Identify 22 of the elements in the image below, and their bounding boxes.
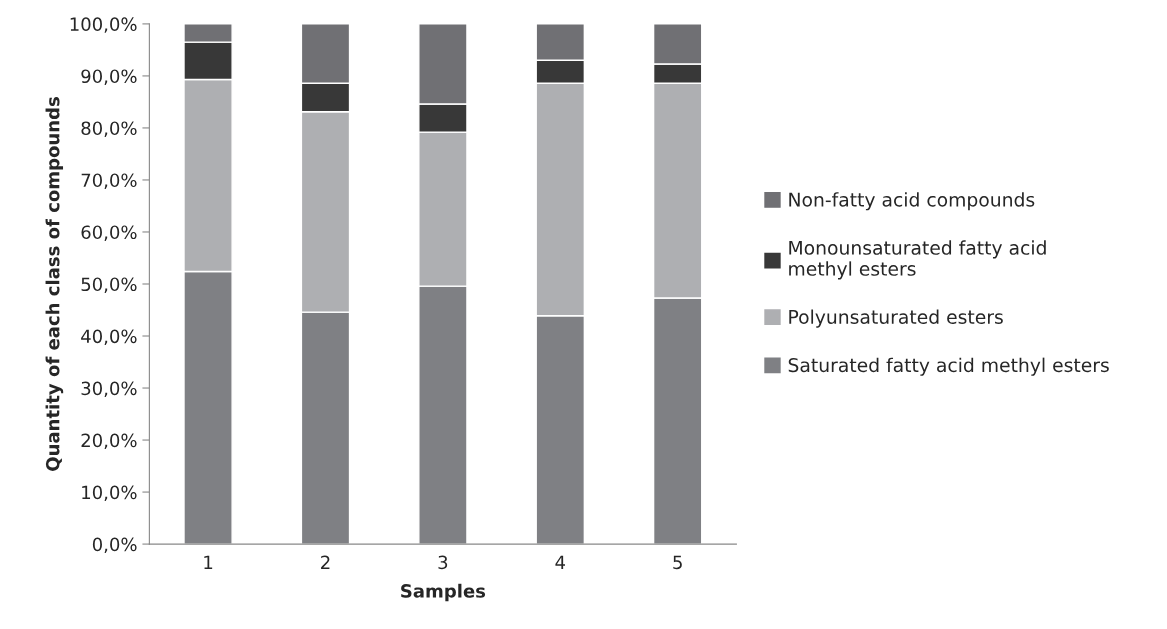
- x-tick-label: 4: [555, 555, 566, 569]
- legend-label: Polyunsaturated esters: [789, 309, 1003, 328]
- y-tick-label: 50,0%: [81, 277, 137, 293]
- x-tick-label: 1: [204, 555, 213, 569]
- y-tick-label: 20,0%: [81, 433, 137, 450]
- x-tick-label: 3: [438, 555, 448, 570]
- y-tick-label: 10,0%: [82, 485, 137, 502]
- y-tick-label: 60,0%: [81, 225, 137, 241]
- y-tick-label: 0,0%: [92, 537, 137, 554]
- x-tick-label: 2: [321, 555, 330, 569]
- y-tick-label: 70,0%: [81, 173, 137, 189]
- y-tick-label: 90,0%: [81, 69, 137, 85]
- legend-label: Saturated fatty acid methyl esters: [788, 357, 1109, 376]
- x-tick-label: 5: [673, 555, 682, 570]
- y-axis-title: Quantity of each class of compounds: [45, 97, 64, 471]
- legend-label: Non-fatty acid compounds: [789, 192, 1035, 211]
- x-axis-title: Samples: [401, 583, 486, 602]
- legend-label: Monounsaturated fatty acid methyl esters: [789, 240, 1046, 280]
- y-tick-label: 30,0%: [81, 381, 137, 397]
- y-tick-label: 80,0%: [81, 121, 137, 137]
- y-tick-label: 100,0%: [70, 17, 137, 33]
- y-tick-label: 40,0%: [81, 329, 137, 345]
